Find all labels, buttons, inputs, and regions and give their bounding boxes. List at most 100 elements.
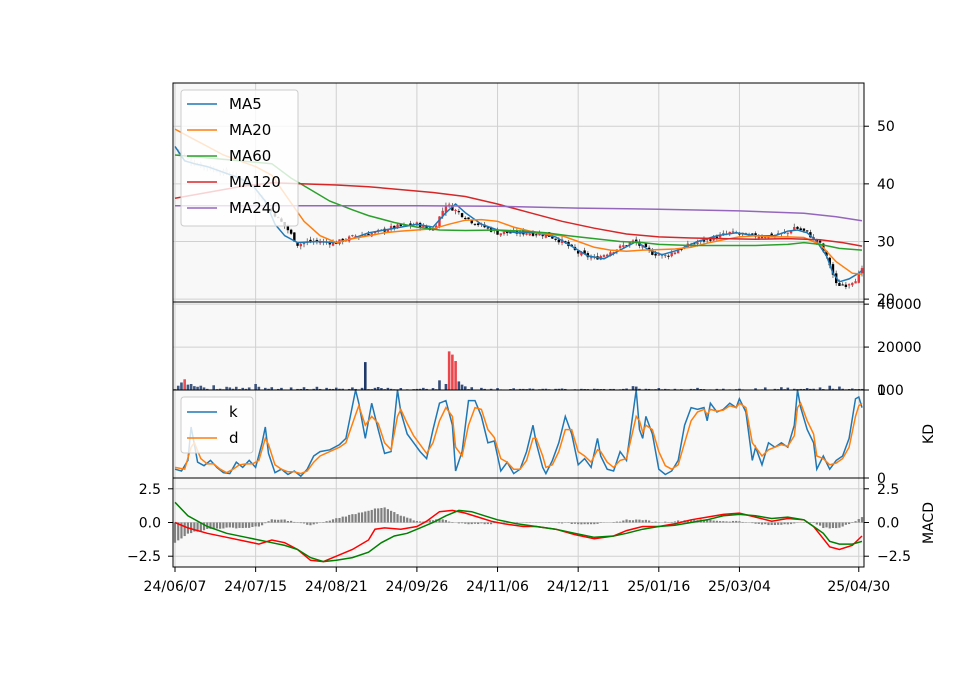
candle-body [528, 233, 531, 236]
volume-bar [786, 387, 790, 390]
macd-hist-bar [354, 514, 357, 523]
candle-body [764, 236, 767, 238]
candle-body [667, 255, 670, 257]
volume-bar [580, 388, 583, 390]
macd-hist-bar [860, 517, 864, 523]
volume-bar [205, 388, 209, 390]
macd-hist-bar [783, 522, 786, 525]
volume-bar [663, 388, 667, 390]
candle-body [451, 205, 454, 211]
x-tick-label: 24/11/06 [466, 579, 529, 595]
candle-body [431, 229, 435, 231]
volume-bar [176, 385, 180, 390]
macd-hist-bar [735, 520, 738, 523]
macd-hist-bar [764, 522, 767, 525]
macd-hist-bar [460, 522, 464, 524]
macd-hist-bar [380, 507, 383, 523]
volume-bar [647, 388, 651, 390]
macd-hist-bar [473, 522, 477, 524]
macd-hist-bar [618, 521, 622, 523]
candle-body [318, 242, 322, 244]
macd-hist-bar [793, 522, 796, 524]
volume-bar [715, 388, 719, 390]
candle-body [309, 239, 312, 242]
macd-hist-bar [754, 522, 757, 524]
candle-body [693, 243, 696, 245]
price-y-tick-label: 40 [877, 177, 895, 193]
macd-hist-bar [728, 521, 731, 523]
candle-body [605, 254, 609, 257]
macd-hist-bar [448, 521, 451, 523]
macd-hist-bar [215, 522, 219, 529]
macd-hist-bar [212, 522, 215, 529]
volume-bar [841, 388, 844, 390]
candle-body [554, 238, 557, 240]
candle-body [473, 223, 477, 225]
macd-hist-bar [280, 519, 283, 523]
macd-hist-bar [357, 512, 360, 523]
price-y-tick-label: 20 [877, 292, 895, 308]
volume-bar [244, 388, 248, 390]
macd-hist-bar [193, 522, 196, 532]
volume-bar [254, 383, 257, 390]
volume-bar [376, 386, 380, 390]
volume-bar [560, 388, 564, 390]
volume-bar [763, 387, 767, 390]
macd-hist-bar [467, 522, 470, 525]
volume-bar [225, 386, 228, 390]
kd-panel [173, 390, 864, 478]
macd-hist-bar [789, 522, 793, 525]
macd-hist-bar [409, 518, 412, 523]
candle-body [731, 231, 735, 233]
volume-bar [602, 388, 606, 390]
macd-hist-bar [177, 522, 180, 541]
candle-body [351, 235, 354, 237]
volume-bar [522, 388, 525, 390]
candle-body [499, 233, 502, 236]
volume-bar [828, 385, 832, 390]
candle-body [796, 226, 799, 229]
volume-bar [331, 388, 335, 390]
macd-hist-bar [251, 522, 254, 527]
macd-hist-bar [428, 520, 431, 523]
candle-body [538, 233, 541, 236]
price-legend-label: MA60 [229, 147, 271, 165]
candle-body [544, 233, 548, 238]
candle-body [831, 264, 835, 275]
macd-hist-bar [302, 522, 306, 524]
candle-body [841, 284, 844, 286]
candle-body [393, 225, 396, 229]
macd-hist-bar [706, 519, 709, 523]
kd-legend-label: d [229, 429, 239, 447]
candle-body [386, 230, 390, 233]
macd-hist-bar [441, 519, 444, 523]
macd-hist-bar [315, 522, 319, 524]
candle-body [531, 232, 535, 236]
candle-body [364, 234, 367, 236]
volume-bar [544, 388, 548, 390]
candle-body [576, 250, 580, 254]
candle-body [705, 238, 709, 241]
volume-bar [460, 384, 464, 390]
volume-bar [838, 386, 841, 390]
macd-hist-bar [457, 522, 460, 524]
macd-hist-bar [838, 522, 841, 528]
volume-bar [592, 388, 596, 390]
macd-hist-bar [406, 517, 409, 523]
candle-body [718, 234, 722, 238]
macd-hist-bar [273, 519, 277, 523]
candle-body [296, 242, 299, 246]
price-legend-label: MA120 [229, 173, 281, 191]
volume-bar [302, 387, 306, 390]
candle-body [286, 225, 290, 231]
volume-bar [480, 387, 483, 390]
macd-hist-bar [438, 518, 441, 523]
volume-bar [360, 387, 364, 390]
volume-bar [296, 388, 299, 390]
macd-hist-bar [570, 522, 573, 524]
volume-bar [180, 382, 183, 390]
volume-bar [699, 388, 703, 390]
volume-bar [334, 387, 338, 390]
macd-hist-bar [225, 522, 228, 528]
volume-bar [563, 388, 567, 390]
